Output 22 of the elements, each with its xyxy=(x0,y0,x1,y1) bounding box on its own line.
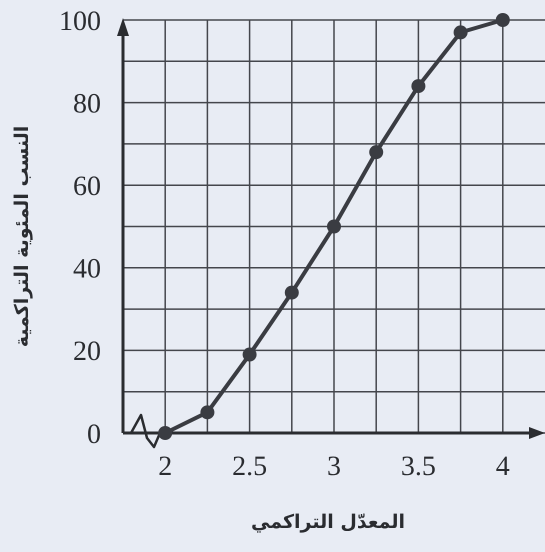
y-tick-label: 80 xyxy=(73,88,101,120)
y-tick-label: 60 xyxy=(73,171,101,202)
x-tick-label: 2.5 xyxy=(232,451,268,482)
point xyxy=(454,25,468,40)
x-tick-label: 2 xyxy=(158,451,172,482)
point xyxy=(200,405,214,420)
y-tick-label: 40 xyxy=(73,254,101,285)
y-axis-title: النسب المئوية التراكمية xyxy=(11,126,33,348)
x-tick-label: 3 xyxy=(327,451,341,482)
point xyxy=(369,145,384,160)
point xyxy=(158,426,172,440)
y-tick-label: 100 xyxy=(59,6,101,37)
x-tick-label: 3.5 xyxy=(400,451,436,482)
point xyxy=(327,220,341,234)
point xyxy=(242,348,257,362)
y-tick-label: 0 xyxy=(87,418,101,450)
x-axis-title: المعدّل التراكمي xyxy=(251,511,405,533)
point xyxy=(411,79,426,94)
point xyxy=(496,13,510,27)
y-tick-label: 20 xyxy=(73,336,101,368)
point xyxy=(284,286,299,300)
x-tick-label: 4 xyxy=(496,451,510,482)
